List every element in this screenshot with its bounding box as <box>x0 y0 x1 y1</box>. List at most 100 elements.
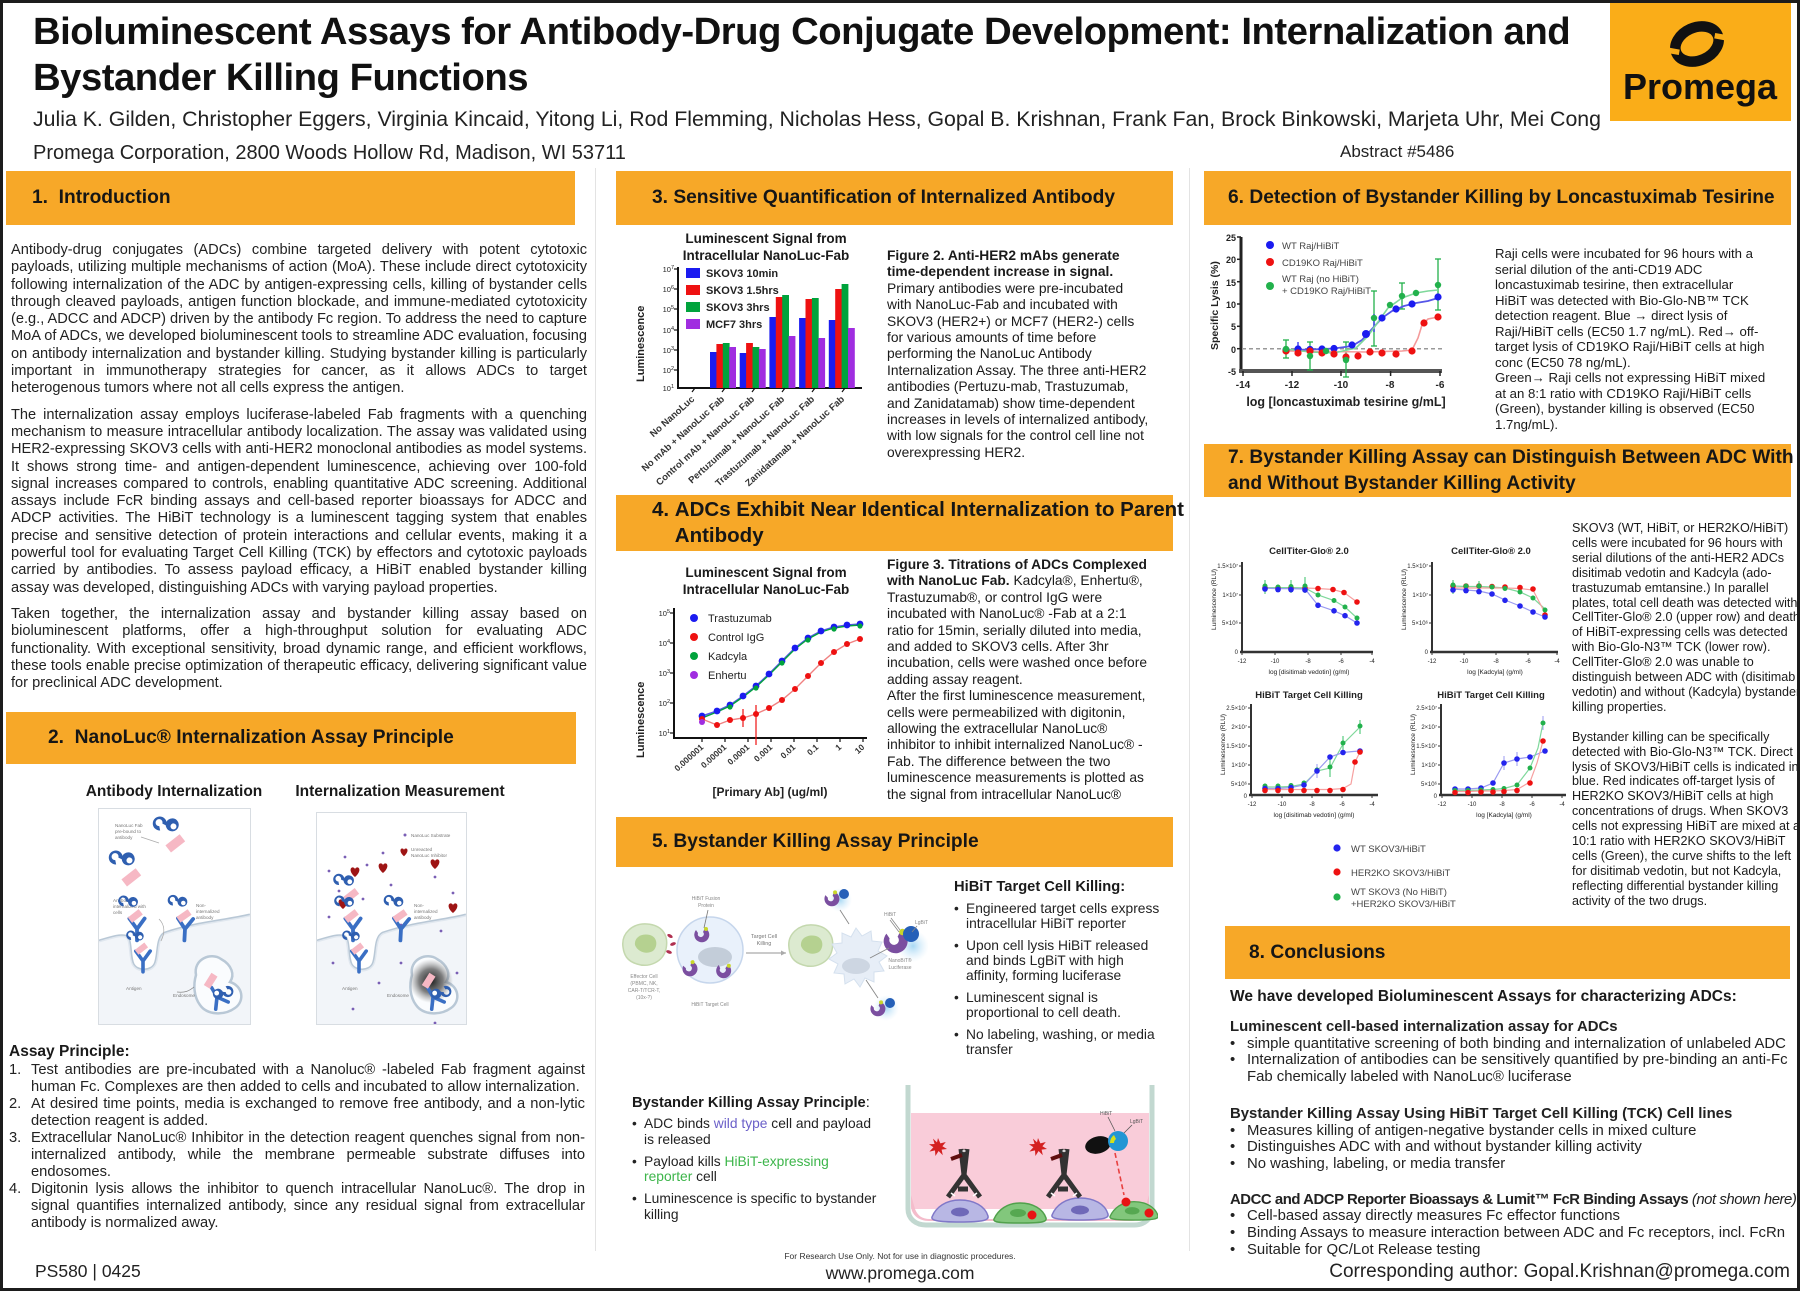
svg-text:Protein: Protein <box>698 903 714 909</box>
svg-text:Antigen: Antigen <box>342 986 358 991</box>
svg-text:Antigen: Antigen <box>126 986 142 991</box>
svg-text:(10x-?): (10x-?) <box>636 995 652 1001</box>
svg-text:2×10⁷: 2×10⁷ <box>1421 724 1437 731</box>
svg-text:-8: -8 <box>1305 659 1311 665</box>
svg-text:-8: -8 <box>1493 659 1499 665</box>
svg-text:106: 106 <box>663 285 674 294</box>
svg-text:antibody: antibody <box>414 915 432 920</box>
svg-text:-12: -12 <box>1428 659 1437 665</box>
svg-text:2×10⁷: 2×10⁷ <box>1231 724 1247 731</box>
svg-text:-6: -6 <box>1525 659 1531 665</box>
svg-text:HiBiT Target Cell: HiBiT Target Cell <box>691 1002 728 1008</box>
svg-text:CellTiter-Glo® 2.0: CellTiter-Glo® 2.0 <box>1269 546 1349 557</box>
svg-text:102: 102 <box>663 366 674 375</box>
svg-text:Luminescence: Luminescence <box>635 682 647 758</box>
svg-text:Promega: Promega <box>1623 66 1778 107</box>
svg-text:[Primary Ab] (ug/ml): [Primary Ab] (ug/ml) <box>713 785 828 799</box>
svg-text:-6: -6 <box>1436 380 1445 391</box>
svg-text:Trastuzumab: Trastuzumab <box>708 613 772 625</box>
svg-text:log [loncastuximab tesirine g/: log [loncastuximab tesirine g/mL] <box>1246 395 1445 409</box>
svg-text:15: 15 <box>1226 278 1236 288</box>
svg-text:-12: -12 <box>1438 802 1447 808</box>
svg-text:1.5×10⁷: 1.5×10⁷ <box>1217 563 1238 570</box>
svg-text:HiBiT Target Cell Killing: HiBiT Target Cell Killing <box>1437 690 1545 701</box>
svg-text:HiBiT: HiBiT <box>1100 1111 1112 1117</box>
svg-text:1×10⁷: 1×10⁷ <box>1231 762 1247 769</box>
svg-text:0.000001: 0.000001 <box>672 742 705 773</box>
svg-text:-10: -10 <box>1468 802 1477 808</box>
svg-text:CAR-T/TCR-T,: CAR-T/TCR-T, <box>628 988 661 994</box>
svg-text:Target Cell: Target Cell <box>751 934 777 940</box>
svg-text:+HER2KO SKOV3/HiBiT: +HER2KO SKOV3/HiBiT <box>1351 899 1456 910</box>
svg-text:2.5×10⁷: 2.5×10⁷ <box>1416 705 1437 712</box>
svg-text:Luminescence (RLU): Luminescence (RLU) <box>1410 714 1417 775</box>
svg-text:Luminescence (RLU): Luminescence (RLU) <box>1220 714 1227 775</box>
svg-text:10: 10 <box>1226 300 1236 310</box>
svg-text:WT SKOV3/HiBiT: WT SKOV3/HiBiT <box>1351 844 1426 855</box>
svg-text:0: 0 <box>1235 650 1239 656</box>
svg-text:SKOV3 3hrs: SKOV3 3hrs <box>706 302 770 314</box>
svg-text:NanoLuc Fab: NanoLuc Fab <box>115 823 143 828</box>
svg-text:cells: cells <box>113 910 123 915</box>
svg-text:NanoLuc Substrate: NanoLuc Substrate <box>411 833 451 838</box>
svg-text:104: 104 <box>663 326 674 335</box>
svg-text:-5: -5 <box>1228 367 1236 377</box>
svg-text:HER2KO SKOV3/HiBiT: HER2KO SKOV3/HiBiT <box>1351 868 1450 879</box>
svg-text:0: 0 <box>1434 794 1438 800</box>
svg-text:107: 107 <box>663 265 674 274</box>
svg-text:internalized with: internalized with <box>113 904 146 909</box>
svg-text:LgBiT: LgBiT <box>915 920 928 926</box>
svg-text:105: 105 <box>659 609 670 618</box>
svg-text:Luminescence: Luminescence <box>635 306 647 382</box>
svg-text:WT SKOV3 (No HiBiT): WT SKOV3 (No HiBiT) <box>1351 887 1447 898</box>
svg-text:20: 20 <box>1226 255 1236 265</box>
svg-text:Non-: Non- <box>414 903 424 908</box>
svg-text:Enhertu: Enhertu <box>708 670 747 682</box>
svg-text:LgBiT: LgBiT <box>1130 1119 1143 1125</box>
svg-text:Control IgG: Control IgG <box>708 632 764 644</box>
svg-text:10: 10 <box>853 742 867 756</box>
svg-text:101: 101 <box>659 729 670 738</box>
svg-text:HiBiT Fusion: HiBiT Fusion <box>692 896 721 902</box>
svg-text:-8: -8 <box>1386 380 1395 391</box>
svg-text:Effector Cell: Effector Cell <box>630 974 657 980</box>
svg-text:103: 103 <box>663 346 674 355</box>
svg-text:antibody: antibody <box>196 915 214 920</box>
svg-text:0: 0 <box>1425 650 1429 656</box>
svg-text:-4: -4 <box>1369 659 1375 665</box>
svg-text:pre-bound to: pre-bound to <box>115 829 141 834</box>
svg-text:WT Raj (no HiBiT): WT Raj (no HiBiT) <box>1282 274 1359 285</box>
svg-text:-4: -4 <box>1369 802 1375 808</box>
svg-text:-6: -6 <box>1338 659 1344 665</box>
svg-text:Luminescence (RLU): Luminescence (RLU) <box>1401 569 1408 630</box>
svg-text:internalized: internalized <box>414 909 438 914</box>
svg-text:Luminescence (RLU): Luminescence (RLU) <box>1211 569 1218 630</box>
svg-text:-4: -4 <box>1554 659 1560 665</box>
svg-text:101: 101 <box>663 384 674 393</box>
svg-text:-12: -12 <box>1285 380 1300 391</box>
svg-text:HiBiT: HiBiT <box>884 912 896 918</box>
svg-text:Antibodies: Antibodies <box>113 898 135 903</box>
svg-text:1×10⁷: 1×10⁷ <box>1421 762 1437 769</box>
svg-text:WT Raj/HiBiT: WT Raj/HiBiT <box>1282 241 1340 252</box>
svg-text:internalized: internalized <box>196 909 220 914</box>
svg-text:5×10⁶: 5×10⁶ <box>1412 620 1429 627</box>
svg-text:Unreacted: Unreacted <box>411 847 433 852</box>
svg-text:NanoLuc Inhibitor: NanoLuc Inhibitor <box>411 853 447 858</box>
svg-text:25: 25 <box>1226 233 1236 243</box>
svg-text:1.5×10⁷: 1.5×10⁷ <box>1226 743 1247 750</box>
svg-text:Kadcyla: Kadcyla <box>708 651 748 663</box>
svg-text:0.0001: 0.0001 <box>725 742 751 767</box>
svg-text:2.5×10⁷: 2.5×10⁷ <box>1226 705 1247 712</box>
svg-text:1×10⁷: 1×10⁷ <box>1412 592 1428 599</box>
svg-text:MCF7 3hrs: MCF7 3hrs <box>706 319 762 331</box>
svg-text:log [disitimab vedotin] (g/ml): log [disitimab vedotin] (g/ml) <box>1269 669 1350 676</box>
svg-text:-6: -6 <box>1529 802 1535 808</box>
svg-text:log [Kadcyla] (g/ml): log [Kadcyla] (g/ml) <box>1476 812 1532 819</box>
svg-text:log [disitimab vedotin] (g/ml): log [disitimab vedotin] (g/ml) <box>1274 812 1355 819</box>
svg-text:SKOV3 1.5hrs: SKOV3 1.5hrs <box>706 285 779 297</box>
svg-text:Specific Lysis (%): Specific Lysis (%) <box>1209 261 1221 350</box>
svg-text:CellTiter-Glo® 2.0: CellTiter-Glo® 2.0 <box>1451 546 1531 557</box>
svg-text:1: 1 <box>833 742 843 753</box>
svg-text:+ CD19KO Raj/HiBiT: + CD19KO Raj/HiBiT <box>1282 286 1371 297</box>
